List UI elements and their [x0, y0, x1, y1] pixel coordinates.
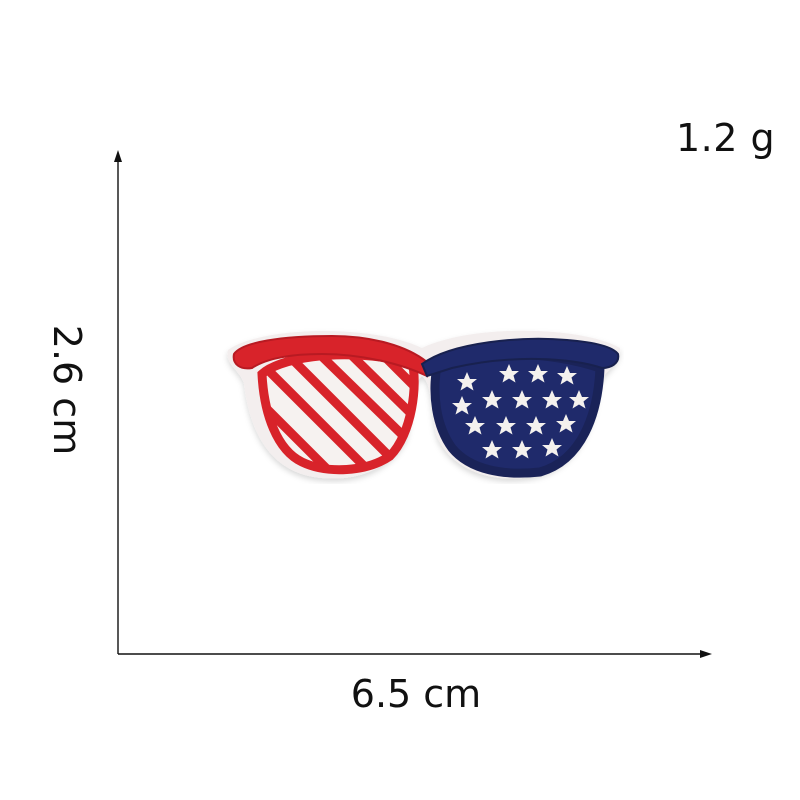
- star-icon: [482, 390, 502, 409]
- right-lens-stars: [420, 337, 620, 478]
- star-icon: [542, 390, 562, 409]
- star-icon: [526, 416, 546, 435]
- star-icon: [465, 416, 485, 435]
- star-icon: [499, 364, 519, 383]
- height-label: 2.6 cm: [45, 324, 89, 456]
- star-icon: [528, 364, 548, 383]
- arrow-right-icon: [700, 650, 712, 658]
- left-lens-stripes: [257, 350, 419, 475]
- star-icon: [482, 440, 502, 459]
- arrow-up-icon: [114, 150, 122, 162]
- star-icon: [557, 366, 577, 385]
- star-icon: [452, 396, 472, 415]
- star-icon: [457, 372, 477, 391]
- star-icon: [569, 390, 589, 409]
- navy-frame-bar: [420, 337, 620, 378]
- width-label: 6.5 cm: [350, 672, 482, 716]
- red-frame-bar: [232, 334, 428, 378]
- star-icon: [542, 438, 562, 457]
- star-icon: [496, 416, 516, 435]
- star-icon: [512, 440, 532, 459]
- star-icon: [512, 390, 532, 409]
- star-icon: [556, 414, 576, 433]
- sunglasses-patch-image: [227, 330, 621, 479]
- weight-label: 1.2 g: [676, 116, 776, 160]
